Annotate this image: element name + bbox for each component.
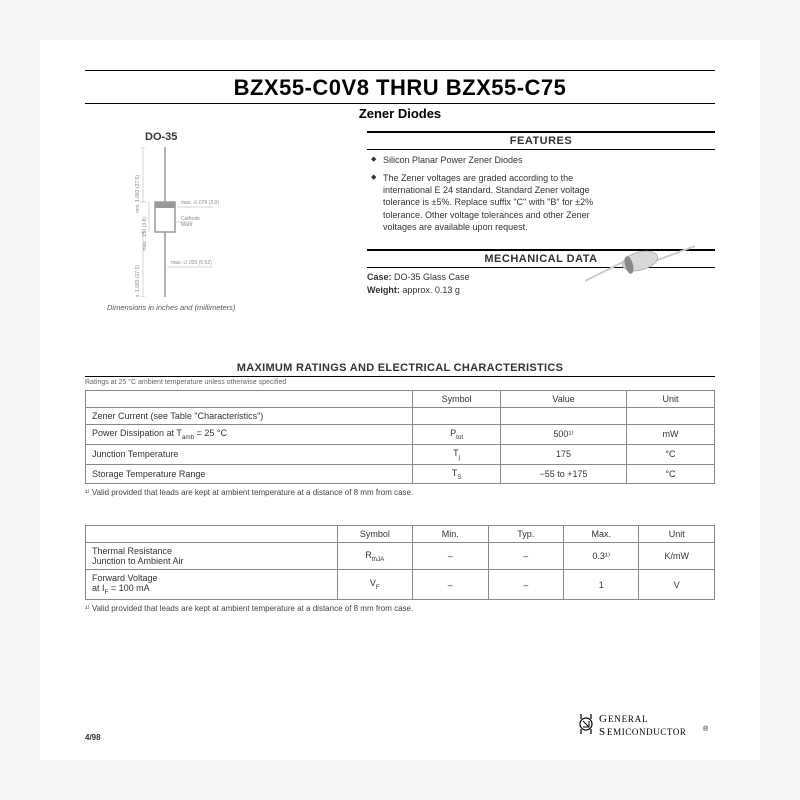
col-symbol: Symbol [413,391,501,408]
svg-text:Mark: Mark [181,222,193,228]
svg-text:G: G [599,713,608,725]
svg-text:®: ® [703,725,709,733]
table-row: Power Dissipation at Tamb = 25 °C Ptot 5… [86,425,715,445]
table-row: Junction Temperature Tj 175 °C [86,444,715,464]
feature-item: The Zener voltages are graded according … [371,172,715,233]
diode-photo [585,241,695,291]
upper-section: DO-35 min. 1.083 (27.5) min. 1.083 (27.5… [85,131,715,312]
features-column: FEATURES Silicon Planar Power Zener Diod… [367,131,715,312]
footer-date: 4/98 [85,733,101,742]
svg-text:min. 1.083 (27.5): min. 1.083 (27.5) [135,175,141,213]
package-diagram: min. 1.083 (27.5) min. 1.083 (27.5) max.… [95,147,245,297]
svg-text:ENERAL: ENERAL [608,714,648,724]
ratings-table-2: Symbol Min. Typ. Max. Unit Thermal Resis… [85,525,715,600]
company-logo: G ENERAL S EMICONDUCTOR ® [575,708,715,742]
table-row: Storage Temperature Range TS −55 to +175… [86,464,715,484]
ratings-footnote-2: ¹⁾ Valid provided that leads are kept at… [85,604,715,613]
svg-text:EMICONDUCTOR: EMICONDUCTOR [607,727,687,737]
package-label: DO-35 [145,131,337,143]
svg-text:max. ∅.020 (0.52): max. ∅.020 (0.52) [171,260,212,266]
table-row: Zener Current (see Table "Characteristic… [86,408,715,425]
table-header-row: Symbol Min. Typ. Max. Unit [86,526,715,543]
ratings-block-1: MAXIMUM RATINGS AND ELECTRICAL CHARACTER… [85,362,715,497]
feature-item: Silicon Planar Power Zener Diodes [371,154,715,166]
page-title: BZX55-C0V8 THRU BZX55-C75 [85,75,715,101]
features-heading: FEATURES [367,131,715,150]
sub-rule [85,103,715,104]
features-list: Silicon Planar Power Zener Diodes The Ze… [367,154,715,233]
ratings-block-2: Symbol Min. Typ. Max. Unit Thermal Resis… [85,525,715,613]
table-row: Thermal ResistanceJunction to Ambient Ai… [86,543,715,570]
dimension-note: Dimensions in inches and (millimeters) [107,303,337,312]
col-value: Value [501,391,627,408]
svg-text:min. 1.083 (27.5): min. 1.083 (27.5) [135,265,141,297]
svg-text:S: S [599,726,606,738]
datasheet-page: BZX55-C0V8 THRU BZX55-C75 Zener Diodes D… [40,40,760,760]
page-footer: 4/98 G ENERAL S EMICONDUCTOR ® [85,708,715,742]
table-row: Forward Voltageat IF = 100 mA VF – – 1 V [86,570,715,600]
ratings-heading: MAXIMUM RATINGS AND ELECTRICAL CHARACTER… [85,362,715,377]
ratings-table-1: Symbol Value Unit Zener Current (see Tab… [85,390,715,484]
col-param [86,391,413,408]
svg-text:max. ∅.079 (2.0): max. ∅.079 (2.0) [181,200,219,206]
table-header-row: Symbol Value Unit [86,391,715,408]
page-subtitle: Zener Diodes [85,106,715,121]
package-column: DO-35 min. 1.083 (27.5) min. 1.083 (27.5… [85,131,337,312]
top-rule [85,70,715,71]
svg-text:max. .150 (3.8): max. .150 (3.8) [142,217,148,251]
col-unit: Unit [626,391,714,408]
ratings-footnote-1: ¹⁾ Valid provided that leads are kept at… [85,488,715,497]
ratings-condition: Ratings at 25 °C ambient temperature unl… [85,379,715,386]
